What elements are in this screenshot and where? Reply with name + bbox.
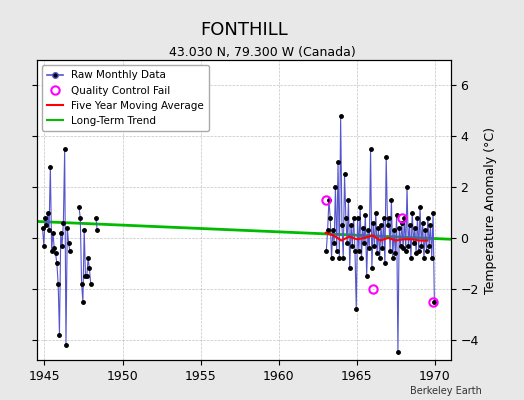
Y-axis label: Temperature Anomaly (°C): Temperature Anomaly (°C) — [484, 126, 497, 294]
Text: 43.030 N, 79.300 W (Canada): 43.030 N, 79.300 W (Canada) — [169, 46, 355, 59]
Legend: Raw Monthly Data, Quality Control Fail, Five Year Moving Average, Long-Term Tren: Raw Monthly Data, Quality Control Fail, … — [42, 65, 209, 131]
Title: FONTHILL: FONTHILL — [200, 21, 288, 39]
Text: Berkeley Earth: Berkeley Earth — [410, 386, 482, 396]
